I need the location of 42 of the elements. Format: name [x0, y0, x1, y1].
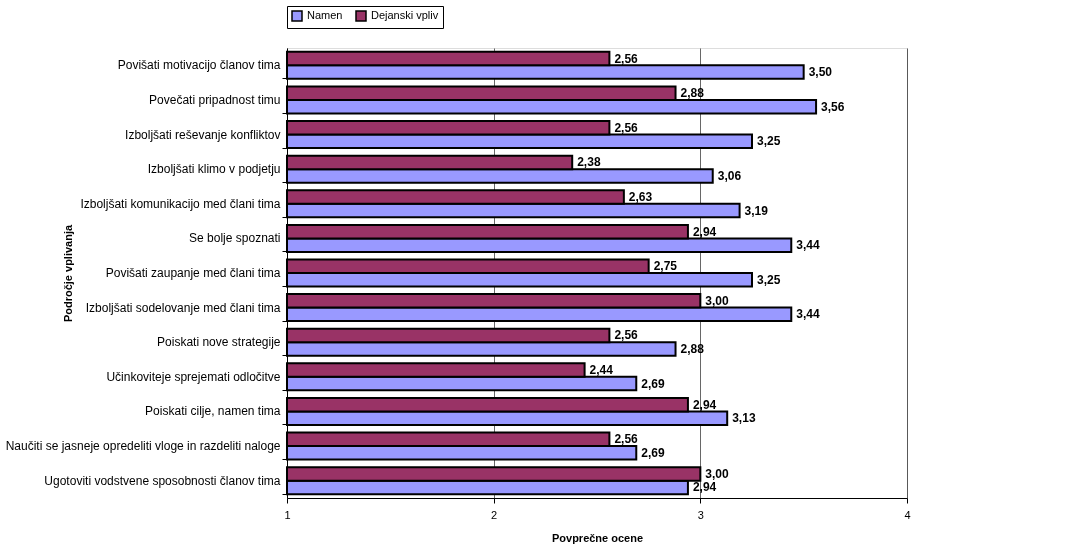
- y-tick-label: Povečati pripadnost timu: [149, 92, 281, 107]
- y-tick-label: Poiskati nove strategije: [157, 335, 281, 350]
- y-tick-label: Poiskati cilje, namen tima: [145, 404, 281, 419]
- legend-label: Namen: [307, 9, 343, 21]
- data-label: 3,44: [796, 238, 820, 253]
- y-tick-label: Povišati zaupanje med člani tima: [105, 266, 281, 280]
- data-label: 3,13: [732, 411, 756, 426]
- y-tick-label: Izboljšati komunikacijo med člani tima: [80, 196, 281, 211]
- data-label: 3,44: [796, 307, 820, 322]
- data-label: 2,56: [614, 120, 639, 135]
- y-tick-label: Se bolje spoznati: [189, 231, 281, 246]
- data-label: 3,19: [744, 203, 769, 218]
- data-label: 3,06: [717, 168, 742, 183]
- data-label: 3,00: [705, 466, 730, 481]
- data-label: 2,75: [653, 259, 678, 274]
- data-label: 2,38: [577, 155, 601, 170]
- y-tick-label: Ugotoviti vodstvene sposobnosti članov tima: [44, 473, 281, 488]
- data-label: 3,56: [821, 99, 845, 114]
- data-label: 2,44: [589, 363, 614, 378]
- data-label: 2,69: [641, 445, 665, 460]
- y-tick-label: Izboljšati reševanje konfliktov: [125, 127, 281, 142]
- data-label: 2,56: [614, 51, 639, 66]
- data-label: 3,50: [808, 65, 833, 80]
- x-tick-label: 2: [491, 508, 498, 521]
- data-label: 2,63: [628, 190, 653, 205]
- data-label: 3,00: [705, 293, 730, 308]
- data-label: 2,69: [641, 376, 665, 391]
- y-tick-label: Izboljšati klimo v podjetju: [147, 162, 281, 177]
- data-label: 3,25: [757, 134, 781, 149]
- y-tick-label: Naučiti se jasneje opredeliti vloge in razdeliti naloge: [5, 439, 281, 454]
- x-tick-label: 3: [697, 508, 704, 521]
- legend-label: Dejanski vpliv: [371, 9, 439, 21]
- data-label: 3,25: [757, 272, 781, 287]
- data-label: 2,56: [614, 432, 639, 447]
- x-tick-label: 4: [904, 508, 911, 521]
- y-tick-label: Povišati motivacijo članov tima: [117, 58, 281, 73]
- data-label: 2,56: [614, 328, 639, 343]
- y-tick-label: Učinkoviteje sprejemati odločitve: [106, 369, 281, 384]
- y-tick-label: Izboljšati sodelovanje med člani tima: [85, 300, 281, 315]
- x-tick-label: 1: [284, 508, 291, 521]
- x-axis-title: Povprečne ocene: [551, 531, 644, 544]
- y-axis-title: Področje vplivanja: [61, 224, 74, 323]
